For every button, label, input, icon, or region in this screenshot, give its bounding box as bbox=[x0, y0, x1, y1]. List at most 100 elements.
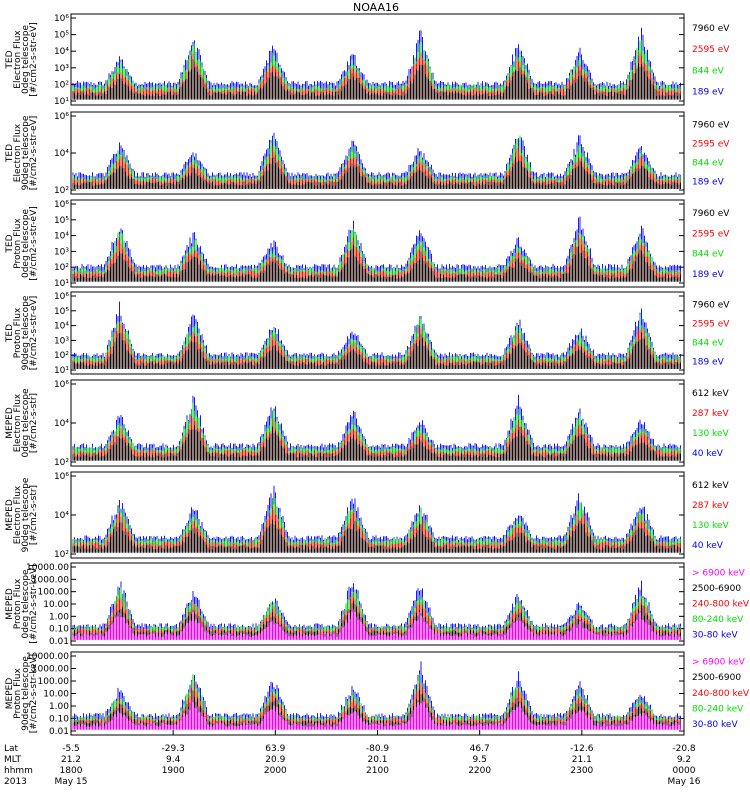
y-tick-label: 10² bbox=[54, 80, 69, 90]
data-trace bbox=[72, 245, 681, 282]
legend-entry: 612 keV bbox=[692, 481, 729, 491]
y-axis-label-line: 0deg telescope bbox=[21, 388, 31, 458]
panel-frame bbox=[70, 199, 685, 288]
legend-entry: 612 keV bbox=[692, 389, 729, 399]
x-tick-label: 0000 bbox=[673, 766, 696, 776]
y-tick-label: 10⁶ bbox=[54, 14, 69, 24]
legend-entry: 80-240 keV bbox=[692, 705, 744, 715]
chart-title: NOAA16 bbox=[353, 1, 399, 14]
x-tick-label: 2200 bbox=[468, 766, 491, 776]
x-tick-label: 20.9 bbox=[265, 755, 285, 765]
y-tick-label: 10.00 bbox=[43, 600, 69, 610]
y-tick-label: 1.00 bbox=[49, 612, 69, 622]
x-tick-label: 2300 bbox=[570, 766, 593, 776]
x-tick-label: 1900 bbox=[162, 766, 185, 776]
y-tick-label: 10⁴ bbox=[54, 419, 69, 429]
panel-7: 0.01 0.10 1.00 10.00 100.00 1000.00 10000.00 ME… bbox=[5, 562, 750, 647]
y-tick-label: 10000.00 bbox=[26, 563, 69, 573]
data-trace bbox=[72, 59, 681, 100]
y-tick-label: 10⁶ bbox=[54, 472, 69, 482]
y-tick-label: 10² bbox=[54, 186, 69, 196]
y-tick-label: 10⁶ bbox=[54, 112, 69, 122]
y-axis-label-line: 90deg telescope bbox=[21, 477, 31, 552]
x-tick-label: -29.3 bbox=[162, 744, 185, 754]
legend-entry: 2500-6900 bbox=[692, 584, 741, 594]
x-tick-label: 2100 bbox=[366, 766, 389, 776]
y-axis-label-line: TED bbox=[5, 324, 15, 343]
y-tick-label: 10⁶ bbox=[54, 380, 69, 390]
legend-entry: 2595 eV bbox=[692, 319, 730, 329]
y-tick-label: 1.00 bbox=[49, 702, 69, 712]
y-axis-label-line: Electron Flux bbox=[13, 123, 23, 182]
legend-entry: 130 keV bbox=[692, 521, 729, 531]
y-tick-label: 0.01 bbox=[49, 727, 69, 737]
y-axis-label-line: [#/cm2-s-str-eV] bbox=[29, 296, 39, 371]
legend-entry: 2500-6900 bbox=[692, 673, 741, 683]
y-tick-label: 10⁵ bbox=[54, 216, 69, 226]
x-tick-label: May 15 bbox=[55, 777, 88, 787]
x-tick-label: 21.1 bbox=[572, 755, 592, 765]
legend-entry: 189 eV bbox=[692, 270, 725, 280]
y-tick-label: 10² bbox=[54, 263, 69, 273]
y-axis-label-line: [#/cm2-s-str] bbox=[29, 485, 39, 545]
y-tick-label: 0.01 bbox=[49, 637, 69, 647]
y-axis-label-line: MEPED bbox=[5, 588, 15, 620]
y-tick-label: 10⁴ bbox=[54, 322, 69, 332]
y-axis-label-line: 90deg telescope bbox=[21, 656, 31, 731]
panel-frame bbox=[70, 291, 685, 375]
data-trace bbox=[72, 157, 681, 189]
panel-frame bbox=[70, 13, 685, 106]
y-axis-label-line: Proton Flux bbox=[13, 307, 23, 358]
x-axis-row-label: MLT bbox=[4, 755, 22, 765]
data-trace bbox=[72, 700, 681, 730]
y-tick-label: 0.10 bbox=[49, 715, 69, 725]
y-axis-label-line: [#/cm2-s-str-eV] bbox=[29, 22, 39, 97]
x-axis-group: Lat -5.5 -29.3 63.9 -80.9 46.7 -12.6 -20.8 MLT 21… bbox=[4, 730, 701, 787]
y-tick-label: 100.00 bbox=[38, 588, 70, 598]
y-axis-label-line: Electron Flux bbox=[13, 30, 23, 89]
x-tick-label: -12.6 bbox=[570, 744, 594, 754]
y-tick-label: 10⁶ bbox=[54, 200, 69, 210]
x-tick-label: 46.7 bbox=[470, 744, 490, 754]
x-tick-label: May 16 bbox=[668, 777, 701, 787]
legend-entry: 40 keV bbox=[692, 449, 724, 459]
y-axis-label-line: 0deg telescope bbox=[21, 209, 31, 279]
y-tick-label: 10³ bbox=[54, 247, 69, 257]
y-axis-label-line: MEPED bbox=[5, 499, 15, 531]
data-trace bbox=[72, 425, 681, 461]
data-trace bbox=[72, 609, 681, 640]
legend-entry: 2595 eV bbox=[692, 229, 730, 239]
x-tick-label: 63.9 bbox=[265, 744, 285, 754]
legend-entry: 844 eV bbox=[692, 250, 725, 260]
legend-entry: 844 eV bbox=[692, 338, 725, 348]
y-tick-label: 10.00 bbox=[43, 690, 69, 700]
y-tick-label: 10⁵ bbox=[54, 31, 69, 41]
legend-entry: 130 keV bbox=[692, 429, 729, 439]
y-axis-label-line: [#/cm2-s-str-eV] bbox=[29, 206, 39, 281]
y-tick-label: 10⁴ bbox=[54, 511, 69, 521]
x-tick-label: -5.5 bbox=[62, 744, 80, 754]
x-tick-label: 9.5 bbox=[473, 755, 487, 765]
y-axis-label-line: Electron Flux bbox=[13, 485, 23, 544]
x-tick-label: 20.1 bbox=[367, 755, 387, 765]
x-tick-label: 2000 bbox=[264, 766, 287, 776]
legend-entry: 287 keV bbox=[692, 409, 729, 419]
legend-entry: > 6900 keV bbox=[692, 658, 746, 668]
y-tick-label: 10⁴ bbox=[54, 149, 69, 159]
y-axis-label-line: MEPED bbox=[5, 407, 15, 439]
y-tick-label: 10³ bbox=[54, 64, 69, 74]
x-tick-label: 9.2 bbox=[677, 755, 691, 765]
legend-entry: 240-800 keV bbox=[692, 599, 750, 609]
y-tick-label: 0.10 bbox=[49, 625, 69, 635]
x-tick-label: -20.8 bbox=[672, 744, 696, 754]
y-axis-label-line: TED bbox=[5, 50, 15, 69]
y-tick-label: 10² bbox=[54, 351, 69, 361]
y-axis-label-line: TED bbox=[5, 234, 15, 253]
y-axis-label-line: [#/cm2-s-str-keV] bbox=[29, 564, 39, 643]
y-axis-label-line: [#/cm2-s-str-eV] bbox=[29, 116, 39, 191]
